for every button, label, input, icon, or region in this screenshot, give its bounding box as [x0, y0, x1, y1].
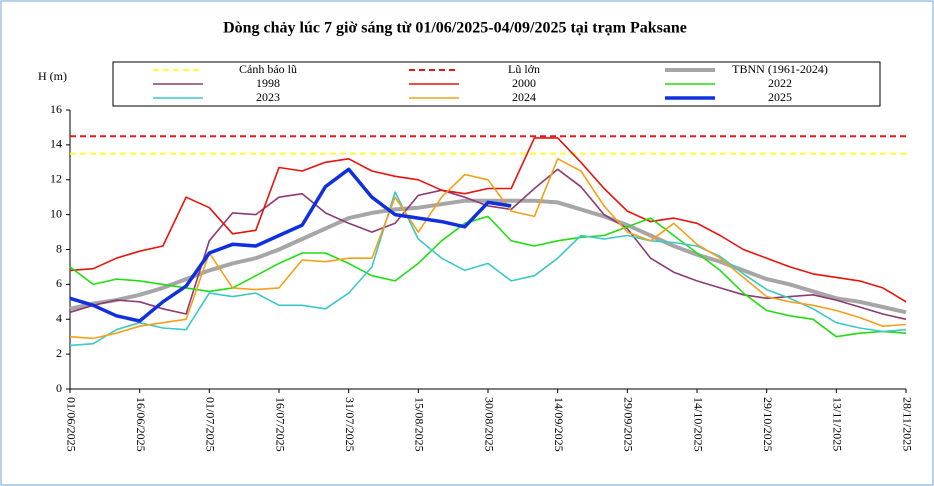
series-line: [69, 137, 907, 303]
y-tick-label: 4: [56, 311, 62, 325]
x-tick-label: 16/06/2025: [134, 397, 148, 452]
y-tick-label: 16: [50, 102, 62, 116]
y-tick-label: 6: [56, 276, 62, 290]
x-tick-label: 30/08/2025: [482, 397, 496, 452]
y-axis-label: H (m): [38, 69, 67, 83]
legend-label: Cảnh báo lũ: [239, 62, 297, 76]
y-tick-label: 12: [50, 172, 62, 186]
series-line: [69, 215, 907, 338]
legend-label: 1998: [256, 76, 280, 90]
legend-label: 2000: [512, 76, 536, 90]
x-tick-label: 28/11/2025: [900, 397, 914, 451]
y-tick-label: 0: [56, 381, 62, 395]
chart-title: Dòng chảy lúc 7 giờ sáng từ 01/06/2025-0…: [223, 20, 687, 37]
x-tick-label: 31/07/2025: [343, 397, 357, 452]
x-tick-label: 14/10/2025: [691, 397, 705, 452]
y-tick-label: 8: [56, 241, 62, 255]
legend-label: 2022: [768, 76, 792, 90]
x-tick-label: 14/09/2025: [552, 397, 566, 452]
y-tick-label: 2: [56, 346, 62, 360]
series-line: [69, 167, 512, 323]
legend-label: 2023: [256, 90, 280, 104]
legend-frame: [112, 61, 881, 107]
legend-label: TBNN (1961-2024): [732, 62, 828, 76]
x-tick-label: 29/09/2025: [622, 397, 636, 452]
series-line: [69, 168, 907, 321]
x-tick-label: 13/11/2025: [831, 397, 845, 451]
x-tick-label: 29/10/2025: [761, 397, 775, 452]
series-line: [69, 191, 907, 347]
y-tick-label: 14: [50, 137, 62, 151]
x-tick-label: 16/07/2025: [273, 397, 287, 452]
y-tick-label: 10: [50, 206, 62, 220]
legend-label: Lũ lớn: [508, 62, 540, 76]
x-tick-label: 15/08/2025: [413, 397, 427, 452]
legend-label: 2025: [768, 90, 792, 104]
x-tick-label: 01/07/2025: [204, 397, 218, 452]
legend-label: 2024: [512, 90, 536, 104]
x-tick-label: 01/06/2025: [64, 397, 78, 452]
